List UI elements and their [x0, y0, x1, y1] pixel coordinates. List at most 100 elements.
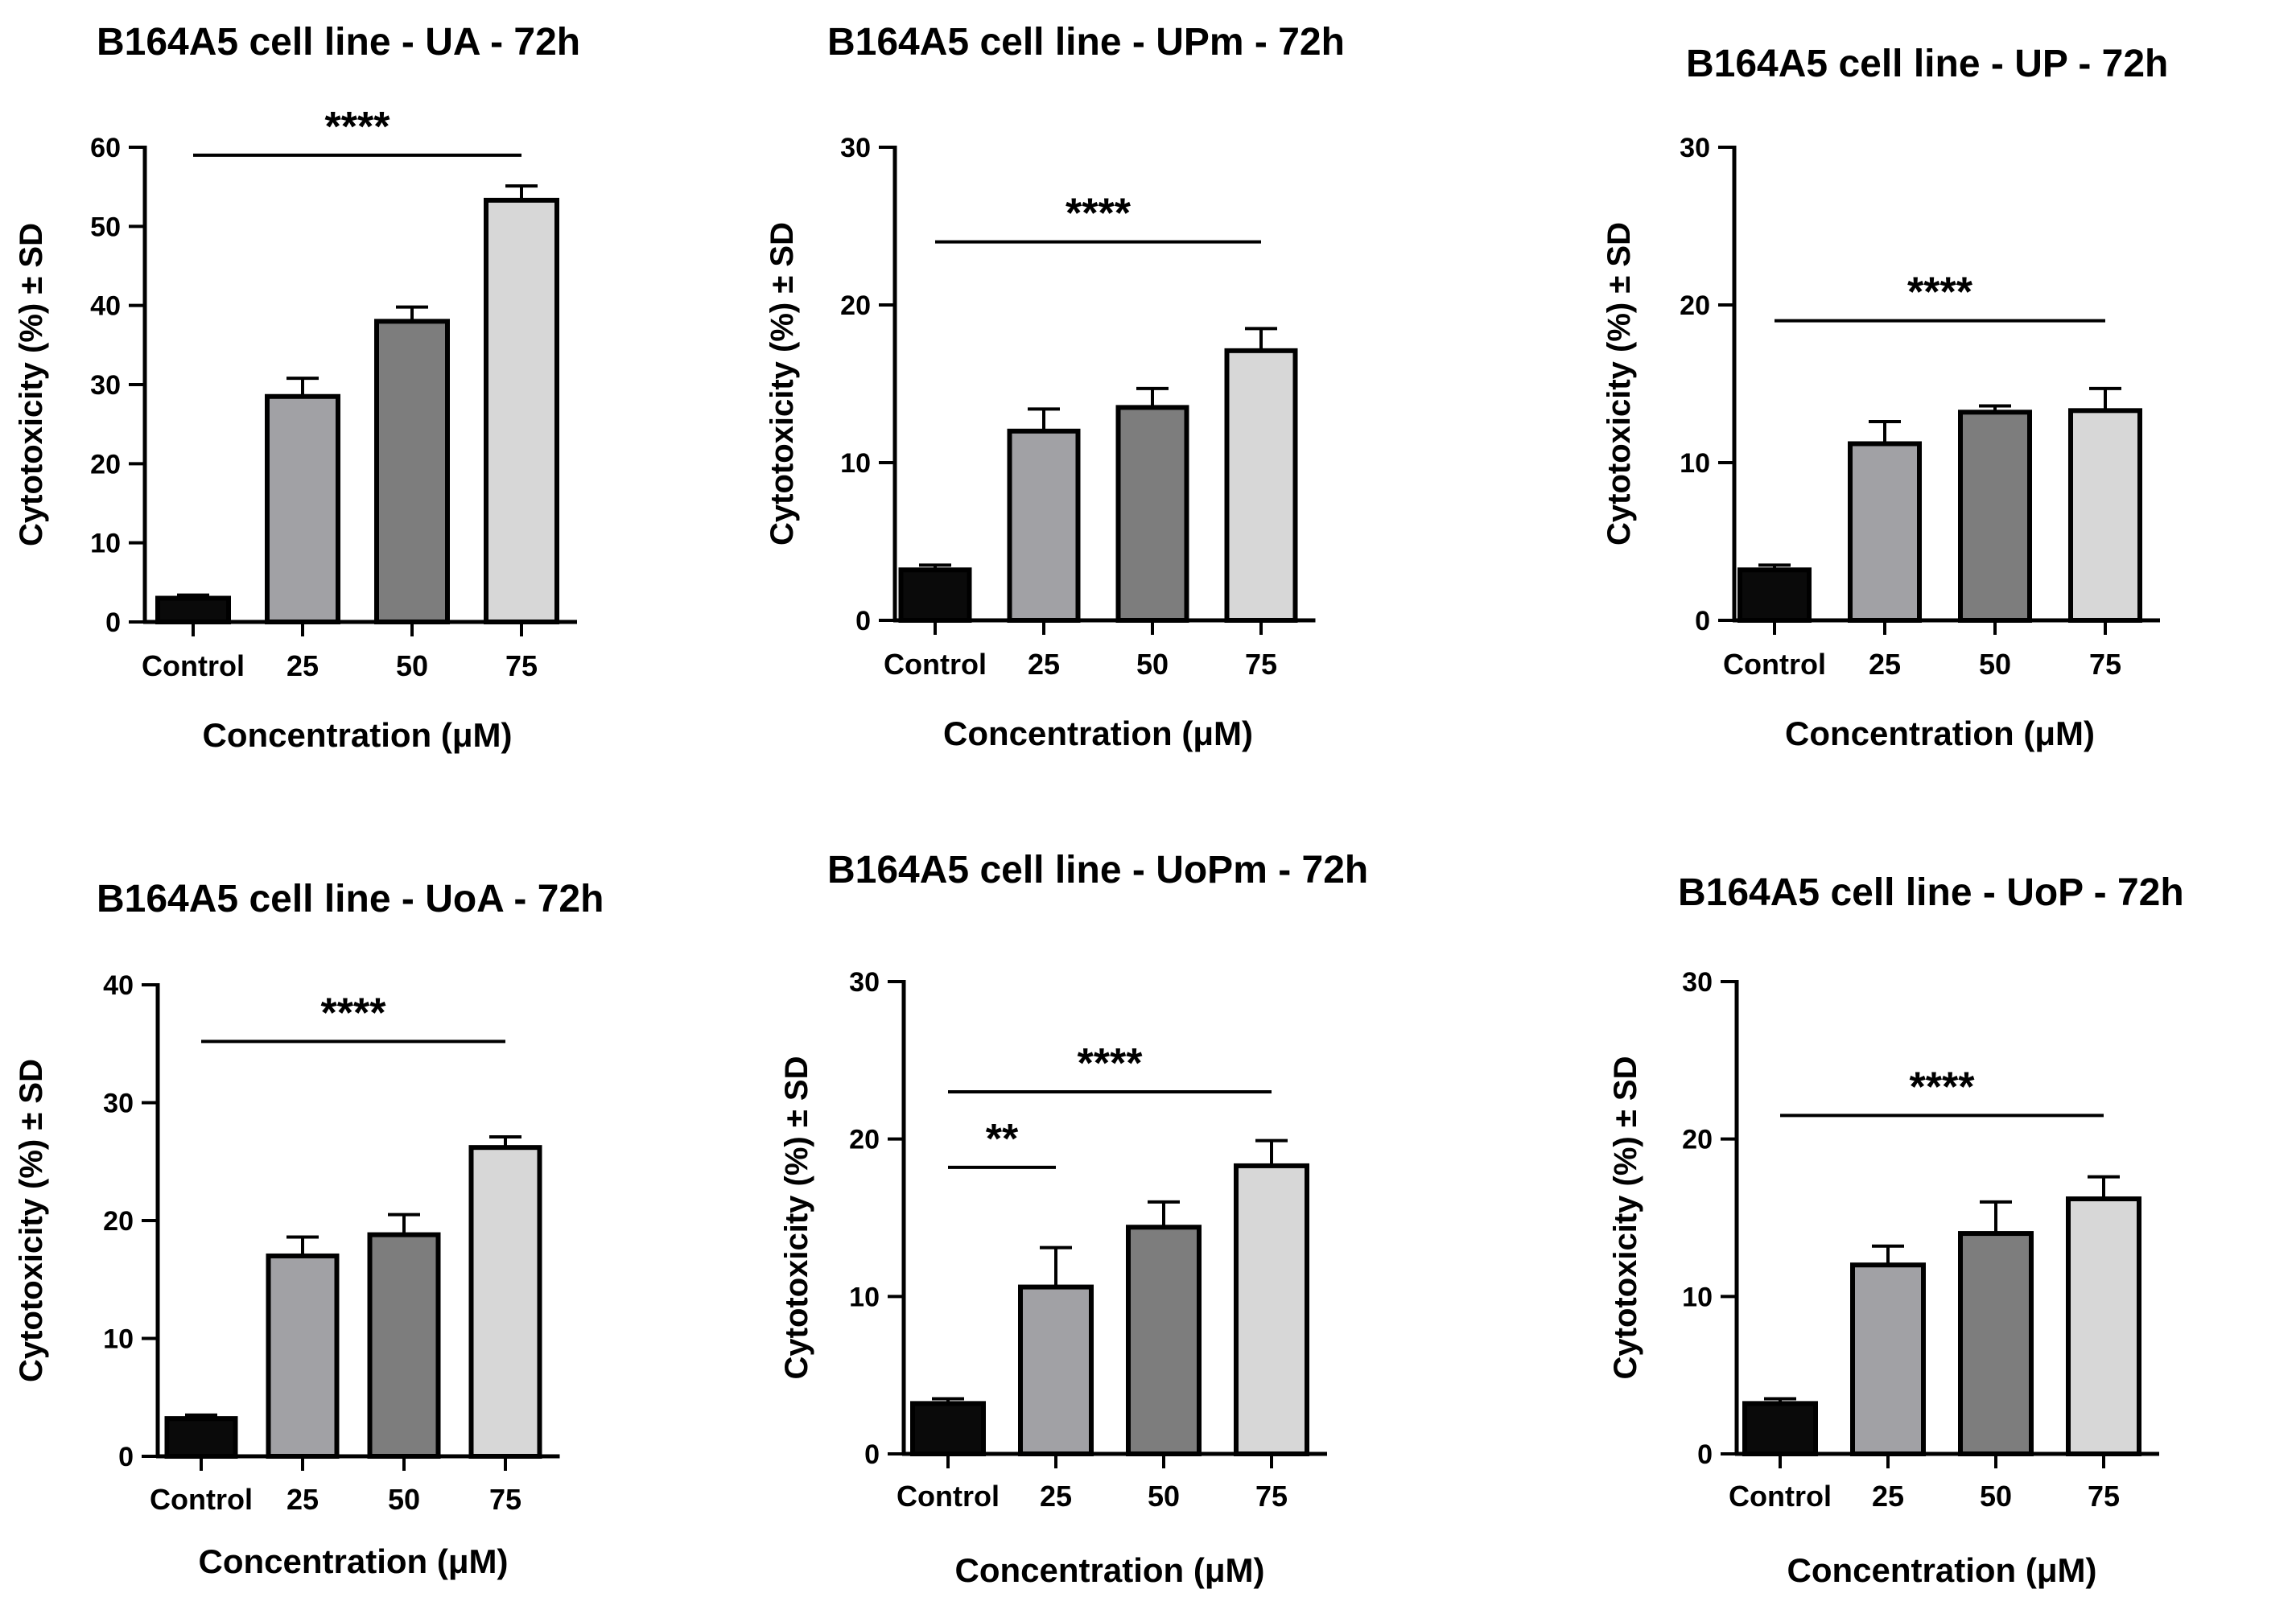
bar-control — [164, 1416, 238, 1459]
bar-control — [910, 1401, 986, 1457]
bar-75 — [2068, 408, 2142, 623]
x-tick-label: 75 — [489, 1483, 521, 1516]
x-axis-label: Concentration (μM) — [1785, 714, 2095, 752]
significance-label: **** — [1078, 1040, 1144, 1087]
x-axis-label: Concentration (μM) — [1787, 1551, 2097, 1589]
y-tick-label: 20 — [90, 449, 121, 480]
bar-75 — [468, 1145, 542, 1460]
y-axis-label: Cytotoxicity (%) ± SD — [14, 223, 49, 546]
x-tick-label: 75 — [2089, 648, 2121, 681]
x-tick-label: Control — [884, 648, 987, 681]
significance-label: **** — [1066, 191, 1132, 237]
y-tick-label: 30 — [103, 1089, 134, 1119]
x-tick-label: Control — [150, 1483, 253, 1516]
y-tick-label: 20 — [103, 1206, 134, 1237]
y-tick-label: 20 — [1680, 290, 1710, 321]
y-tick-label: 50 — [90, 212, 121, 242]
bar-50 — [374, 319, 450, 624]
x-tick-label: 50 — [1136, 648, 1169, 681]
x-tick-label: 25 — [1869, 648, 1901, 681]
y-tick-label: 30 — [1680, 133, 1710, 163]
y-tick-label: 30 — [840, 133, 871, 163]
chart-title: B164A5 cell line - UoPm - 72h — [827, 849, 1368, 891]
bar-75 — [484, 197, 559, 624]
y-axis-label: Cytotoxicity (%) ± SD — [765, 222, 800, 546]
x-tick-label: 75 — [2088, 1480, 2120, 1513]
significance-label: **** — [1910, 1064, 1976, 1110]
bar-control — [1742, 1401, 1818, 1457]
bar-25 — [1850, 1262, 1926, 1456]
bar-50 — [1958, 410, 2032, 624]
bar-75 — [2066, 1196, 2141, 1457]
bar-control — [898, 567, 972, 624]
y-tick-label: 30 — [849, 967, 880, 998]
chart-title: B164A5 cell line - UPm - 72h — [827, 21, 1345, 64]
x-axis-label: Concentration (μM) — [203, 716, 513, 754]
x-tick-label: 50 — [1980, 1480, 2012, 1513]
significance-label: ** — [986, 1116, 1019, 1163]
bar-50 — [367, 1232, 441, 1459]
x-tick-label: 75 — [505, 649, 538, 682]
x-tick-label: 50 — [1979, 648, 2011, 681]
chart-panel-5: B164A5 cell line - UoPm - 72h 0 10 20 30 Cyto… — [779, 849, 1368, 1589]
chart-panel-1: B164A5 cell line - UA - 72h 0 10 20 30 40 50 60… — [14, 21, 580, 754]
y-tick-label: 0 — [118, 1442, 134, 1472]
x-axis-label: Concentration (μM) — [199, 1542, 509, 1580]
significance-label: **** — [1907, 270, 1973, 316]
significance-label: **** — [325, 104, 391, 150]
chart-title: B164A5 cell line - UP - 72h — [1686, 43, 2168, 85]
significance-label: **** — [321, 990, 387, 1036]
y-tick-label: 10 — [1680, 448, 1710, 479]
chart-title: B164A5 cell line - UoA - 72h — [97, 878, 604, 920]
bar-50 — [1115, 405, 1189, 623]
y-tick-label: 10 — [840, 448, 871, 479]
x-tick-label: 50 — [388, 1483, 420, 1516]
chart-panel-6: B164A5 cell line - UoP - 72h 0 10 20 30 Cytot… — [1608, 871, 2184, 1589]
bar-25 — [266, 1253, 340, 1459]
y-tick-label: 20 — [1682, 1125, 1713, 1155]
chart-panel-3: B164A5 cell line - UP - 72h 0 10 20 30 Cytoto… — [1601, 43, 2168, 752]
y-axis-label: Cytotoxicity (%) ± SD — [1608, 1056, 1643, 1380]
y-tick-label: 30 — [90, 370, 121, 401]
x-tick-label: 75 — [1245, 648, 1277, 681]
bar-control — [155, 595, 231, 624]
bar-25 — [1007, 428, 1081, 623]
y-axis-label: Cytotoxicity (%) ± SD — [1601, 222, 1637, 546]
x-tick-label: 50 — [1148, 1480, 1180, 1513]
chart-panel-2: B164A5 cell line - UPm - 72h 0 10 20 30 Cytot… — [765, 21, 1345, 752]
y-tick-label: 30 — [1682, 967, 1713, 998]
bar-25 — [265, 393, 340, 624]
bar-75 — [1224, 348, 1298, 623]
x-tick-label: 25 — [1040, 1480, 1072, 1513]
x-tick-label: Control — [897, 1480, 1000, 1513]
chart-title: B164A5 cell line - UA - 72h — [97, 21, 580, 64]
x-tick-label: 25 — [286, 1483, 319, 1516]
x-tick-label: Control — [142, 649, 245, 682]
y-tick-label: 40 — [90, 291, 121, 322]
y-tick-label: 10 — [90, 529, 121, 559]
bar-control — [1737, 567, 1812, 624]
y-axis-label: Cytotoxicity (%) ± SD — [14, 1059, 49, 1382]
x-tick-label: 25 — [1028, 648, 1060, 681]
y-tick-label: 20 — [849, 1125, 880, 1155]
y-tick-label: 20 — [840, 290, 871, 321]
y-tick-label: 10 — [103, 1324, 134, 1355]
x-tick-label: 25 — [286, 649, 319, 682]
x-tick-label: Control — [1729, 1480, 1832, 1513]
y-tick-label: 40 — [103, 970, 134, 1001]
x-axis-label: Concentration (μM) — [955, 1551, 1265, 1589]
y-tick-label: 10 — [849, 1282, 880, 1312]
y-tick-label: 0 — [1697, 1439, 1713, 1470]
x-axis-label: Concentration (μM) — [943, 714, 1253, 752]
y-tick-label: 0 — [1695, 606, 1710, 636]
bar-50 — [1958, 1231, 2034, 1456]
bar-75 — [1234, 1163, 1309, 1457]
y-tick-label: 0 — [864, 1439, 880, 1470]
bar-25 — [1018, 1284, 1094, 1457]
y-tick-label: 0 — [855, 606, 871, 636]
chart-title: B164A5 cell line - UoP - 72h — [1678, 871, 2184, 914]
y-axis-label: Cytotoxicity (%) ± SD — [779, 1056, 814, 1380]
y-tick-label: 60 — [90, 133, 121, 163]
y-tick-label: 0 — [105, 607, 121, 638]
bar-50 — [1126, 1225, 1202, 1456]
